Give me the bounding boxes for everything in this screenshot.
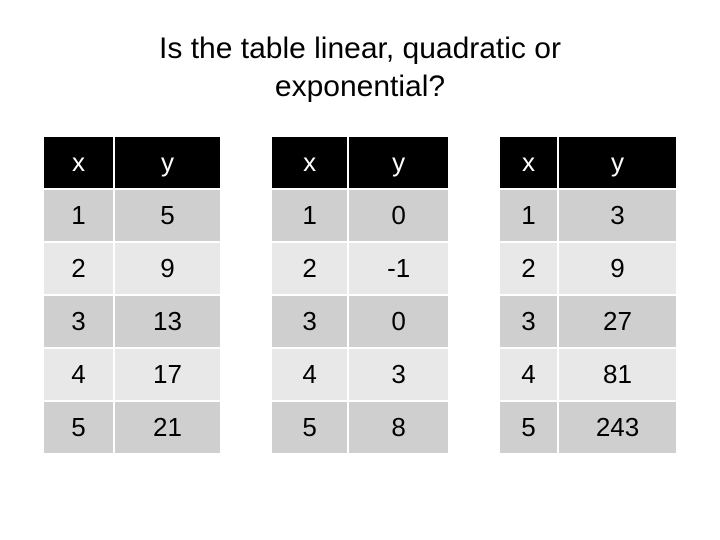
table-row: 1 5 <box>43 189 221 242</box>
cell-y: 27 <box>558 295 677 348</box>
table-row: 4 17 <box>43 348 221 401</box>
cell-x: 5 <box>43 401 114 454</box>
cell-y: 81 <box>558 348 677 401</box>
table-row: 3 0 <box>271 295 449 348</box>
col-header-y: y <box>114 136 221 189</box>
col-header-x: x <box>499 136 558 189</box>
table-row: 3 27 <box>499 295 677 348</box>
data-table-2: x y 1 3 2 9 3 27 4 81 <box>498 135 678 455</box>
cell-x: 3 <box>271 295 348 348</box>
slide: Is the table linear, quadratic or expone… <box>0 0 720 540</box>
table-row: 1 3 <box>499 189 677 242</box>
table-row: 1 0 <box>271 189 449 242</box>
cell-y: 5 <box>114 189 221 242</box>
col-header-x: x <box>271 136 348 189</box>
table-header-row: x y <box>43 136 221 189</box>
cell-x: 4 <box>499 348 558 401</box>
data-table-1: x y 1 0 2 -1 3 0 4 3 <box>270 135 450 455</box>
cell-y: 243 <box>558 401 677 454</box>
page-title: Is the table linear, quadratic or expone… <box>90 30 630 105</box>
cell-y: 13 <box>114 295 221 348</box>
cell-y: 17 <box>114 348 221 401</box>
data-table-0: x y 1 5 2 9 3 13 4 17 <box>42 135 222 455</box>
cell-y: 21 <box>114 401 221 454</box>
table-row: 4 3 <box>271 348 449 401</box>
cell-x: 1 <box>271 189 348 242</box>
cell-x: 5 <box>271 401 348 454</box>
cell-x: 2 <box>43 242 114 295</box>
cell-y: 3 <box>348 348 449 401</box>
cell-x: 2 <box>499 242 558 295</box>
cell-y: 9 <box>114 242 221 295</box>
cell-y: 3 <box>558 189 677 242</box>
tables-row: x y 1 5 2 9 3 13 4 17 <box>40 135 680 455</box>
col-header-x: x <box>43 136 114 189</box>
table-row: 5 243 <box>499 401 677 454</box>
table-row: 5 8 <box>271 401 449 454</box>
cell-x: 5 <box>499 401 558 454</box>
cell-x: 2 <box>271 242 348 295</box>
cell-y: 0 <box>348 295 449 348</box>
table-header-row: x y <box>271 136 449 189</box>
table-row: 2 9 <box>499 242 677 295</box>
cell-x: 3 <box>499 295 558 348</box>
cell-y: 8 <box>348 401 449 454</box>
cell-x: 1 <box>499 189 558 242</box>
table-row: 2 9 <box>43 242 221 295</box>
col-header-y: y <box>558 136 677 189</box>
table-header-row: x y <box>499 136 677 189</box>
col-header-y: y <box>348 136 449 189</box>
cell-y: -1 <box>348 242 449 295</box>
cell-x: 3 <box>43 295 114 348</box>
table-row: 4 81 <box>499 348 677 401</box>
table-row: 3 13 <box>43 295 221 348</box>
table-row: 2 -1 <box>271 242 449 295</box>
table-row: 5 21 <box>43 401 221 454</box>
cell-x: 4 <box>43 348 114 401</box>
cell-y: 0 <box>348 189 449 242</box>
cell-x: 4 <box>271 348 348 401</box>
cell-y: 9 <box>558 242 677 295</box>
cell-x: 1 <box>43 189 114 242</box>
